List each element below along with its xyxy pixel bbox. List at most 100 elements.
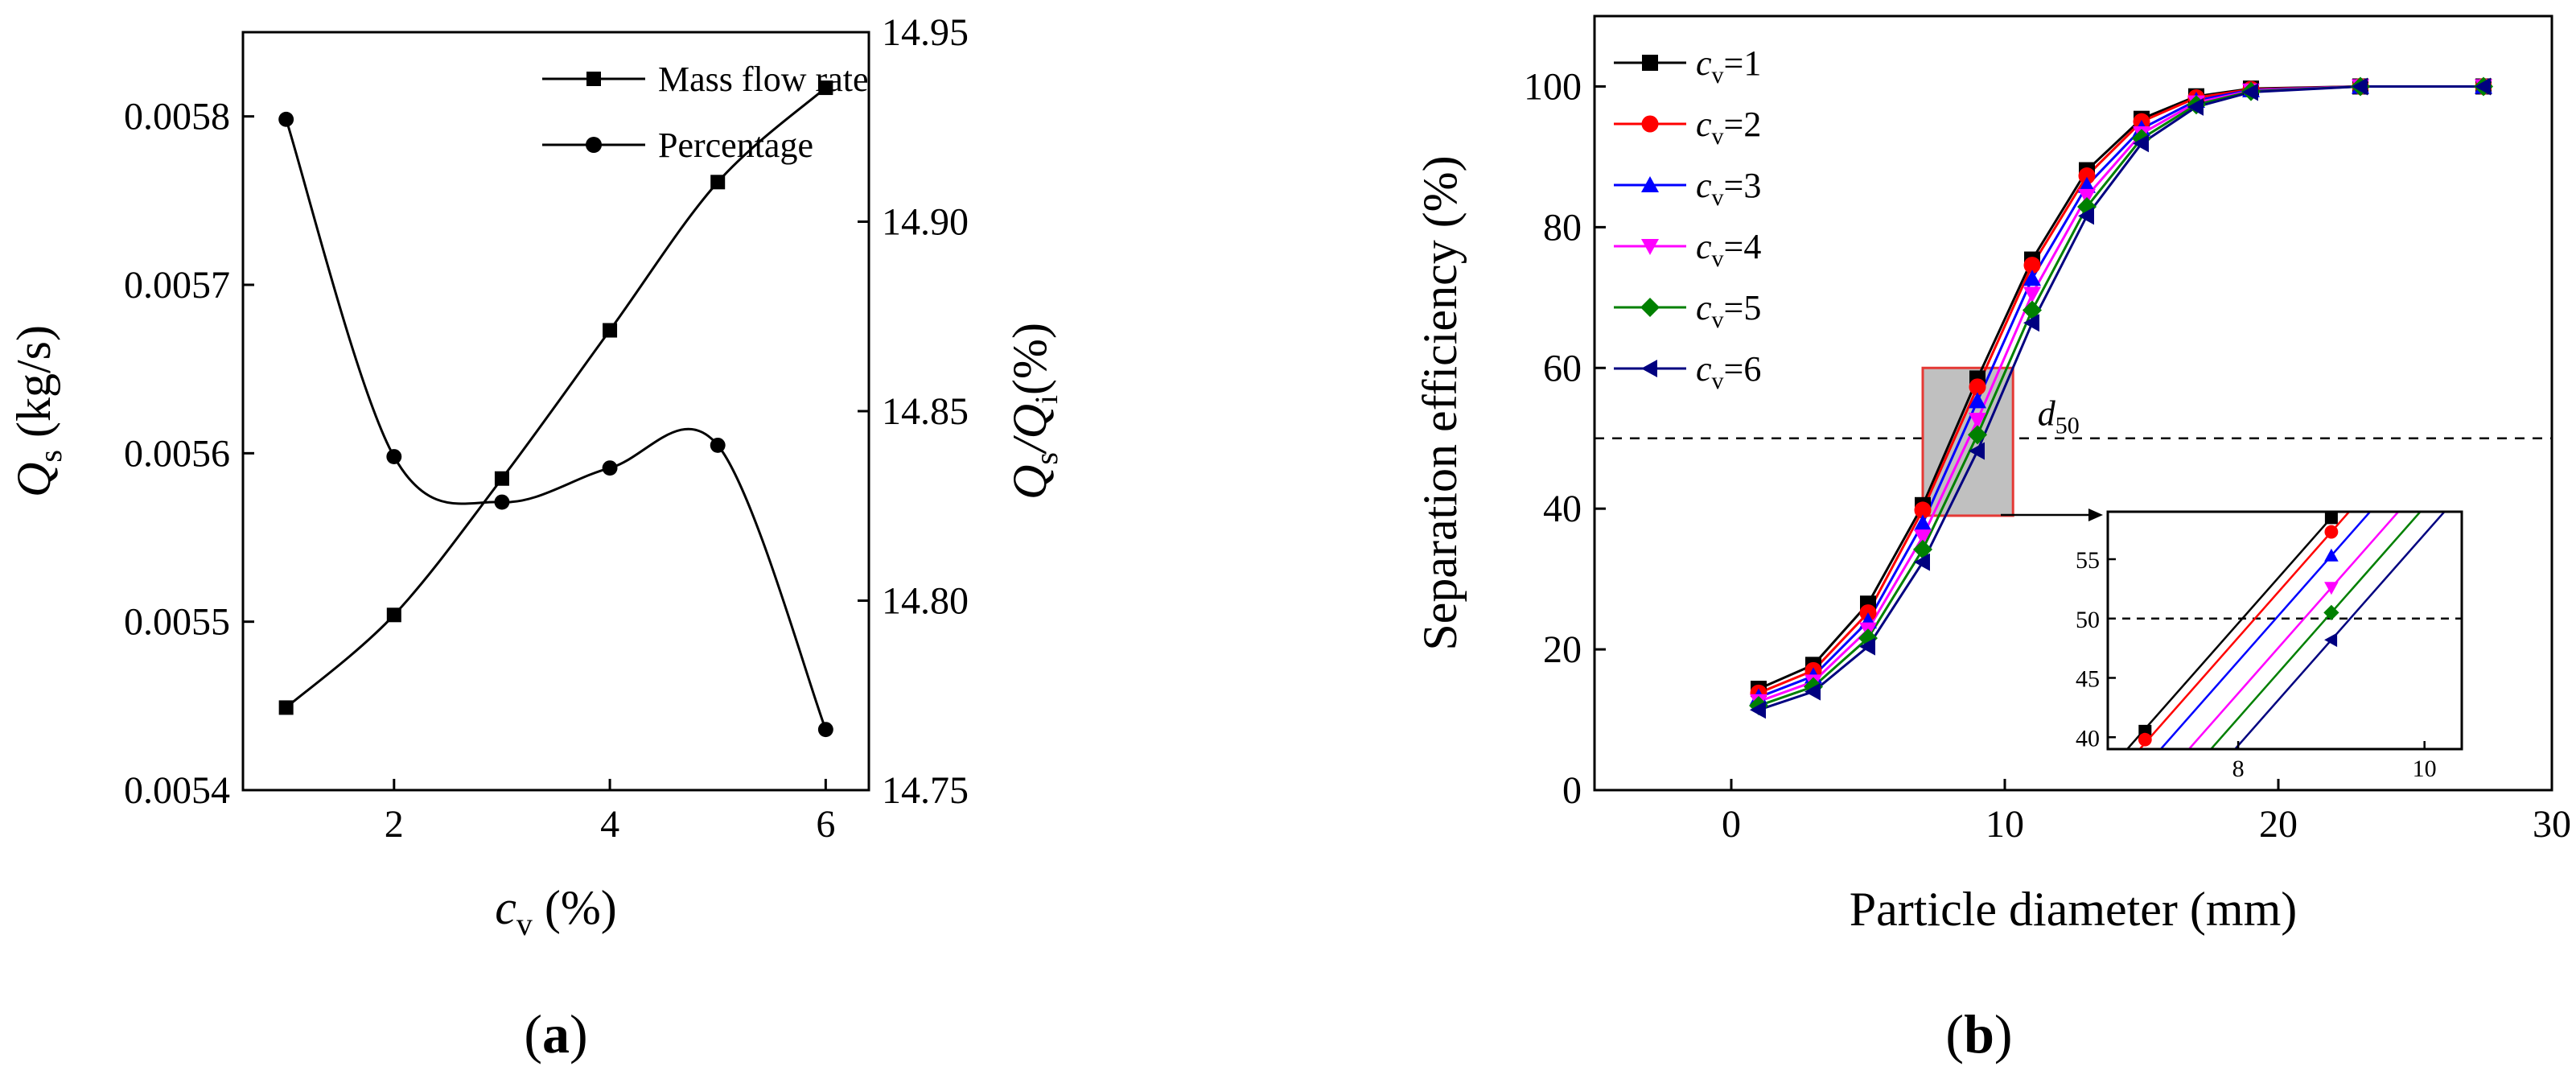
legend-percentage-label: Percentage bbox=[658, 126, 813, 165]
chart-a-y2-axis-label: Qs/Qi(%) bbox=[1003, 323, 1064, 500]
legend-marker bbox=[1642, 55, 1658, 71]
series-line bbox=[285, 86, 827, 709]
y-tick-label: 0.0058 bbox=[124, 96, 230, 138]
chart-a-lines bbox=[285, 86, 827, 731]
data-point bbox=[602, 460, 618, 476]
series-line bbox=[285, 118, 827, 731]
y-tick-label: 0.0054 bbox=[124, 769, 230, 812]
legend-label: cv=2 bbox=[1696, 105, 1761, 150]
inset-series-line bbox=[2233, 512, 2446, 749]
legend-label: cv=6 bbox=[1696, 349, 1761, 394]
data-point bbox=[2352, 77, 2368, 96]
data-point bbox=[818, 80, 833, 96]
data-point bbox=[2078, 188, 2096, 205]
data-point bbox=[2023, 270, 2041, 286]
data-point bbox=[1859, 637, 1875, 656]
inset-y-tick-label: 55 bbox=[2076, 547, 2100, 574]
legend-marker bbox=[1641, 115, 1659, 133]
inset-data-point bbox=[2323, 604, 2339, 620]
inset-data-point bbox=[2138, 821, 2151, 835]
chart-b-markers bbox=[1749, 76, 2493, 719]
data-point bbox=[1969, 392, 1986, 409]
chart-b-y-axis-label: Separation efficiency (%) bbox=[1414, 155, 1467, 650]
y-tick-label: 100 bbox=[1524, 65, 1582, 108]
y2-tick-label: 14.85 bbox=[882, 390, 969, 433]
x-tick-label: 0 bbox=[1722, 803, 1741, 846]
chart-b-ticks: 0 10 20 30 0 20 40 60 80 100 bbox=[1524, 65, 2571, 846]
chart-a-y-axis-label: Qs (kg/s) bbox=[7, 325, 68, 497]
data-point bbox=[1914, 514, 1932, 531]
inset-data-point bbox=[2324, 548, 2339, 562]
legend-marker bbox=[1641, 360, 1657, 377]
data-point bbox=[1914, 501, 1932, 519]
data-point bbox=[1969, 442, 1985, 460]
inset-data-point bbox=[2138, 798, 2153, 813]
chart-b-d50-label: d50 bbox=[2038, 394, 2080, 439]
inset-series-line bbox=[2209, 512, 2422, 749]
y-tick-label: 40 bbox=[1543, 488, 1582, 530]
y2-tick-label: 14.95 bbox=[882, 11, 969, 54]
inset-data-point bbox=[2324, 632, 2338, 648]
inset-series-line bbox=[2187, 512, 2400, 749]
data-point bbox=[2475, 77, 2491, 96]
x-tick-label: 20 bbox=[2259, 803, 2298, 846]
chart-b-plot-frame bbox=[1593, 14, 2553, 792]
panel-a-label: (a) bbox=[524, 1003, 587, 1064]
y-tick-label: 0.0055 bbox=[124, 601, 230, 644]
panel-b-label: (b) bbox=[1945, 1003, 2012, 1064]
inset-frame bbox=[2106, 510, 2463, 751]
inset-x-tick-label: 8 bbox=[2232, 756, 2245, 782]
data-point bbox=[386, 449, 402, 464]
y-tick-label: 80 bbox=[1543, 206, 1582, 249]
data-point bbox=[1914, 553, 1930, 571]
inset-data-point bbox=[2324, 582, 2339, 595]
data-point bbox=[2023, 300, 2042, 320]
inset-data-point bbox=[2324, 525, 2339, 539]
legend-marker bbox=[1641, 239, 1659, 255]
data-point bbox=[1914, 529, 1932, 546]
y-tick-label: 0.0057 bbox=[124, 264, 230, 307]
x-tick-label: 30 bbox=[2533, 803, 2571, 846]
chart-a-legend: Mass flow rate Percentage bbox=[542, 60, 869, 165]
data-point bbox=[2023, 286, 2041, 303]
chart-a: 2 4 6 0.0054 0.0055 0.0056 0.0057 0.0058 14.75 14… bbox=[7, 11, 1064, 1064]
legend-marker bbox=[1640, 298, 1660, 317]
series-line bbox=[1758, 84, 2483, 711]
chart-b-x-axis-label: Particle diameter (mm) bbox=[1850, 883, 2297, 936]
data-point bbox=[1968, 425, 1987, 445]
legend-label: cv=4 bbox=[1696, 227, 1761, 272]
chart-a-plot-frame bbox=[241, 31, 870, 792]
chart-a-markers bbox=[278, 80, 833, 738]
chart-b-legend: cv=1 cv=2 cv=3 cv=4 cv=5 cv=6 bbox=[1614, 43, 1761, 394]
chart-a-x-axis-label: cv (%) bbox=[495, 881, 617, 942]
legend-label: cv=1 bbox=[1696, 43, 1761, 89]
inset-data-point bbox=[2138, 732, 2152, 747]
y-tick-label: 20 bbox=[1543, 628, 1582, 671]
data-point bbox=[2078, 207, 2094, 225]
legend-marker bbox=[1641, 176, 1659, 192]
data-point bbox=[1804, 682, 1821, 701]
inset-x-tick-label: 10 bbox=[2413, 756, 2437, 782]
y2-tick-label: 14.80 bbox=[882, 580, 969, 623]
data-point bbox=[1913, 539, 1932, 559]
legend-label: cv=3 bbox=[1696, 166, 1761, 211]
chart-a-ticks: 2 4 6 0.0054 0.0055 0.0056 0.0057 0.0058 14.75 14… bbox=[124, 11, 969, 846]
chart-b-inset-arrowhead bbox=[2088, 509, 2103, 521]
legend-mass-flow-marker bbox=[586, 72, 601, 86]
data-point bbox=[1969, 412, 1986, 429]
x-tick-label: 2 bbox=[385, 803, 404, 846]
chart-b: 0 10 20 30 0 20 40 60 80 100 d50 8 10 40 45 50 55 Sepa… bbox=[1414, 14, 2571, 1064]
chart-b-inset: 8 10 40 45 50 55 bbox=[2076, 510, 2463, 835]
inset-y-tick-label: 50 bbox=[2076, 607, 2100, 633]
data-point bbox=[278, 111, 294, 127]
legend-percentage-marker bbox=[586, 137, 602, 153]
data-point bbox=[710, 437, 726, 453]
x-tick-label: 10 bbox=[1985, 803, 2024, 846]
y2-tick-label: 14.90 bbox=[882, 201, 969, 244]
inset-y-tick-label: 40 bbox=[2076, 725, 2100, 752]
data-point bbox=[1969, 378, 1986, 396]
y-tick-label: 0.0056 bbox=[124, 432, 230, 475]
legend-mass-flow-label: Mass flow rate bbox=[658, 60, 869, 99]
data-point bbox=[2078, 167, 2096, 185]
